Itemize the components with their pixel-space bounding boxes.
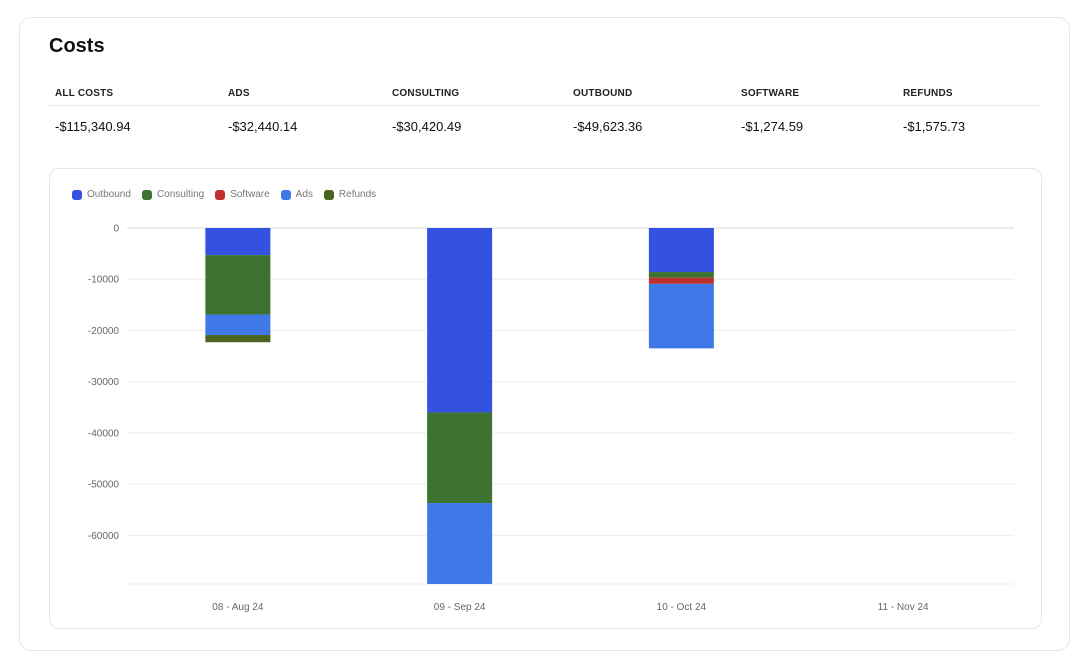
bar-outbound bbox=[648, 228, 714, 273]
legend-item-outbound[interactable]: Outbound bbox=[72, 189, 131, 200]
bar-consulting bbox=[648, 272, 714, 278]
stat-label-ads: ADS bbox=[228, 88, 250, 99]
legend-label-refunds: Refunds bbox=[338, 189, 377, 200]
bar-consulting bbox=[427, 412, 493, 504]
y-tick-label: -60000 bbox=[88, 531, 120, 542]
cost-summary-header: ALL COSTS ADS CONSULTING OUTBOUND SOFTWA… bbox=[49, 82, 1041, 106]
cost-summary-values: -$115,340.94 -$32,440.14 -$30,420.49 -$4… bbox=[49, 106, 1041, 146]
bar-outbound bbox=[205, 228, 271, 256]
x-tick-label: 11 - Nov 24 bbox=[878, 602, 929, 613]
legend-item-consulting[interactable]: Consulting bbox=[141, 189, 205, 200]
legend-label-ads: Ads bbox=[295, 189, 313, 200]
legend-item-refunds[interactable]: Refunds bbox=[323, 189, 377, 200]
costs-chart: Outbound Consulting Software Ads Refunds… bbox=[49, 168, 1042, 629]
stat-label-refunds: REFUNDS bbox=[903, 88, 953, 99]
bar-refunds bbox=[205, 335, 271, 343]
bar-software bbox=[648, 277, 714, 284]
x-tick-label: 08 - Aug 24 bbox=[212, 602, 264, 613]
legend-swatch-outbound bbox=[72, 189, 82, 200]
y-tick-label: -30000 bbox=[88, 377, 120, 388]
legend-label-outbound: Outbound bbox=[87, 189, 131, 200]
stat-label-consulting: CONSULTING bbox=[392, 88, 460, 99]
legend-label-consulting: Consulting bbox=[156, 189, 205, 200]
bar-ads bbox=[648, 283, 714, 349]
y-tick-label: 0 bbox=[113, 224, 119, 235]
stat-label-outbound: OUTBOUND bbox=[573, 88, 633, 99]
page-title: Costs bbox=[49, 35, 105, 57]
stat-value-software: -$1,274.59 bbox=[741, 118, 804, 134]
legend-swatch-consulting bbox=[141, 189, 152, 200]
stat-value-ads: -$32,440.14 bbox=[228, 118, 298, 134]
legend-item-ads[interactable]: Ads bbox=[280, 189, 313, 200]
y-tick-label: -50000 bbox=[88, 480, 120, 491]
x-tick-label: 09 - Sep 24 bbox=[434, 602, 486, 613]
chart-plot-area: 0 -10000 -20000 -30000 -40000 -50000 -60000 08 … bbox=[88, 224, 1014, 613]
y-tick-label: -10000 bbox=[88, 275, 120, 286]
chart-legend: Outbound Consulting Software Ads Refunds bbox=[72, 189, 376, 200]
legend-label-software: Software bbox=[230, 189, 270, 200]
cost-summary-table: ALL COSTS ADS CONSULTING OUTBOUND SOFTWA… bbox=[49, 82, 1041, 146]
y-tick-label: -20000 bbox=[88, 326, 120, 337]
legend-swatch-refunds bbox=[323, 189, 334, 200]
bar-ads bbox=[205, 314, 271, 336]
stat-value-refunds: -$1,575.73 bbox=[903, 118, 966, 134]
stat-value-consulting: -$30,420.49 bbox=[392, 118, 462, 134]
bar-ads bbox=[427, 503, 493, 584]
stat-value-outbound: -$49,623.36 bbox=[573, 118, 643, 134]
y-tick-label: -40000 bbox=[88, 428, 120, 439]
costs-card: Costs ALL COSTS ADS CONSULTING OUTBOUND … bbox=[19, 17, 1070, 651]
legend-swatch-software bbox=[215, 189, 226, 200]
legend-item-software[interactable]: Software bbox=[215, 189, 270, 200]
bar-outbound bbox=[427, 228, 493, 413]
x-tick-label: 10 - Oct 24 bbox=[657, 602, 707, 613]
stat-value-all-costs: -$115,340.94 bbox=[55, 118, 131, 134]
bar-consulting bbox=[205, 255, 271, 315]
legend-swatch-ads bbox=[280, 189, 291, 200]
stat-label-software: SOFTWARE bbox=[741, 88, 800, 99]
stat-label-all-costs: ALL COSTS bbox=[55, 88, 114, 99]
